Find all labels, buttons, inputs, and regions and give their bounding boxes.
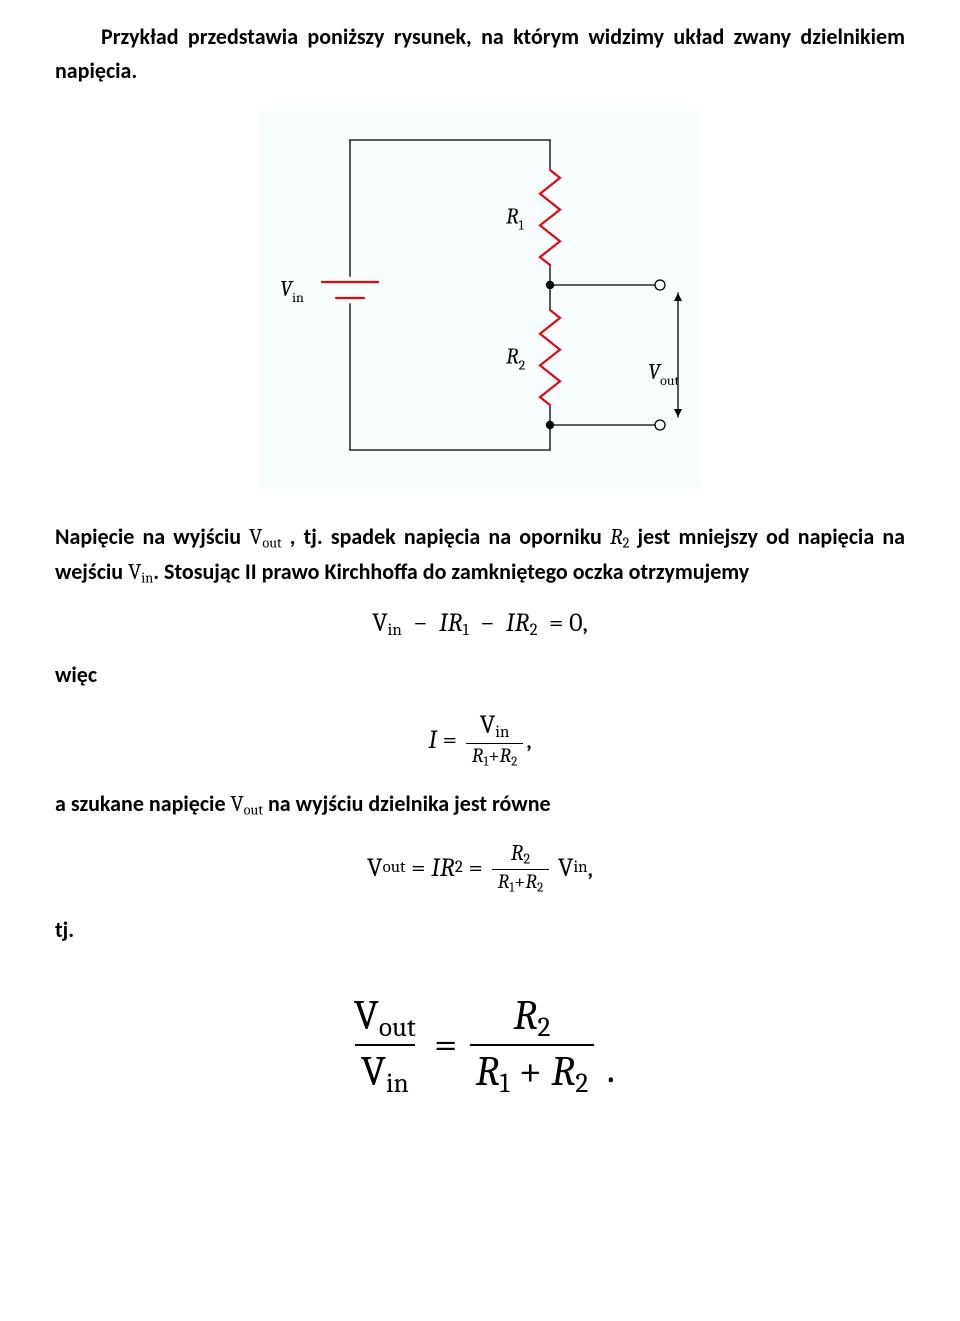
equation-ratio: Vout Vin = R2 R1 + R2 .: [55, 991, 905, 1099]
equation-kirchhoff: Vin − IR1 − IR2 = 0,: [55, 608, 905, 640]
tj-label: tj.: [55, 913, 905, 947]
vout-sentence: a szukane napięcie Vout na wyjściu dziel…: [55, 787, 905, 822]
equation-current: I = Vin R1+R2 ,: [55, 710, 905, 770]
equation-vout: Vout = IR2 = R2 R1+R2 Vin ,: [55, 840, 905, 895]
kirchhoff-paragraph: Napięcie na wyjściu Vout , tj. spadek na…: [55, 520, 905, 589]
intro-paragraph: Przykład przedstawia poniższy rysunek, n…: [55, 20, 905, 88]
voltage-divider-circuit: VinR1R2Vout: [260, 110, 700, 490]
circuit-figure: VinR1R2Vout: [55, 110, 905, 490]
wiec-label: więc: [55, 658, 905, 692]
